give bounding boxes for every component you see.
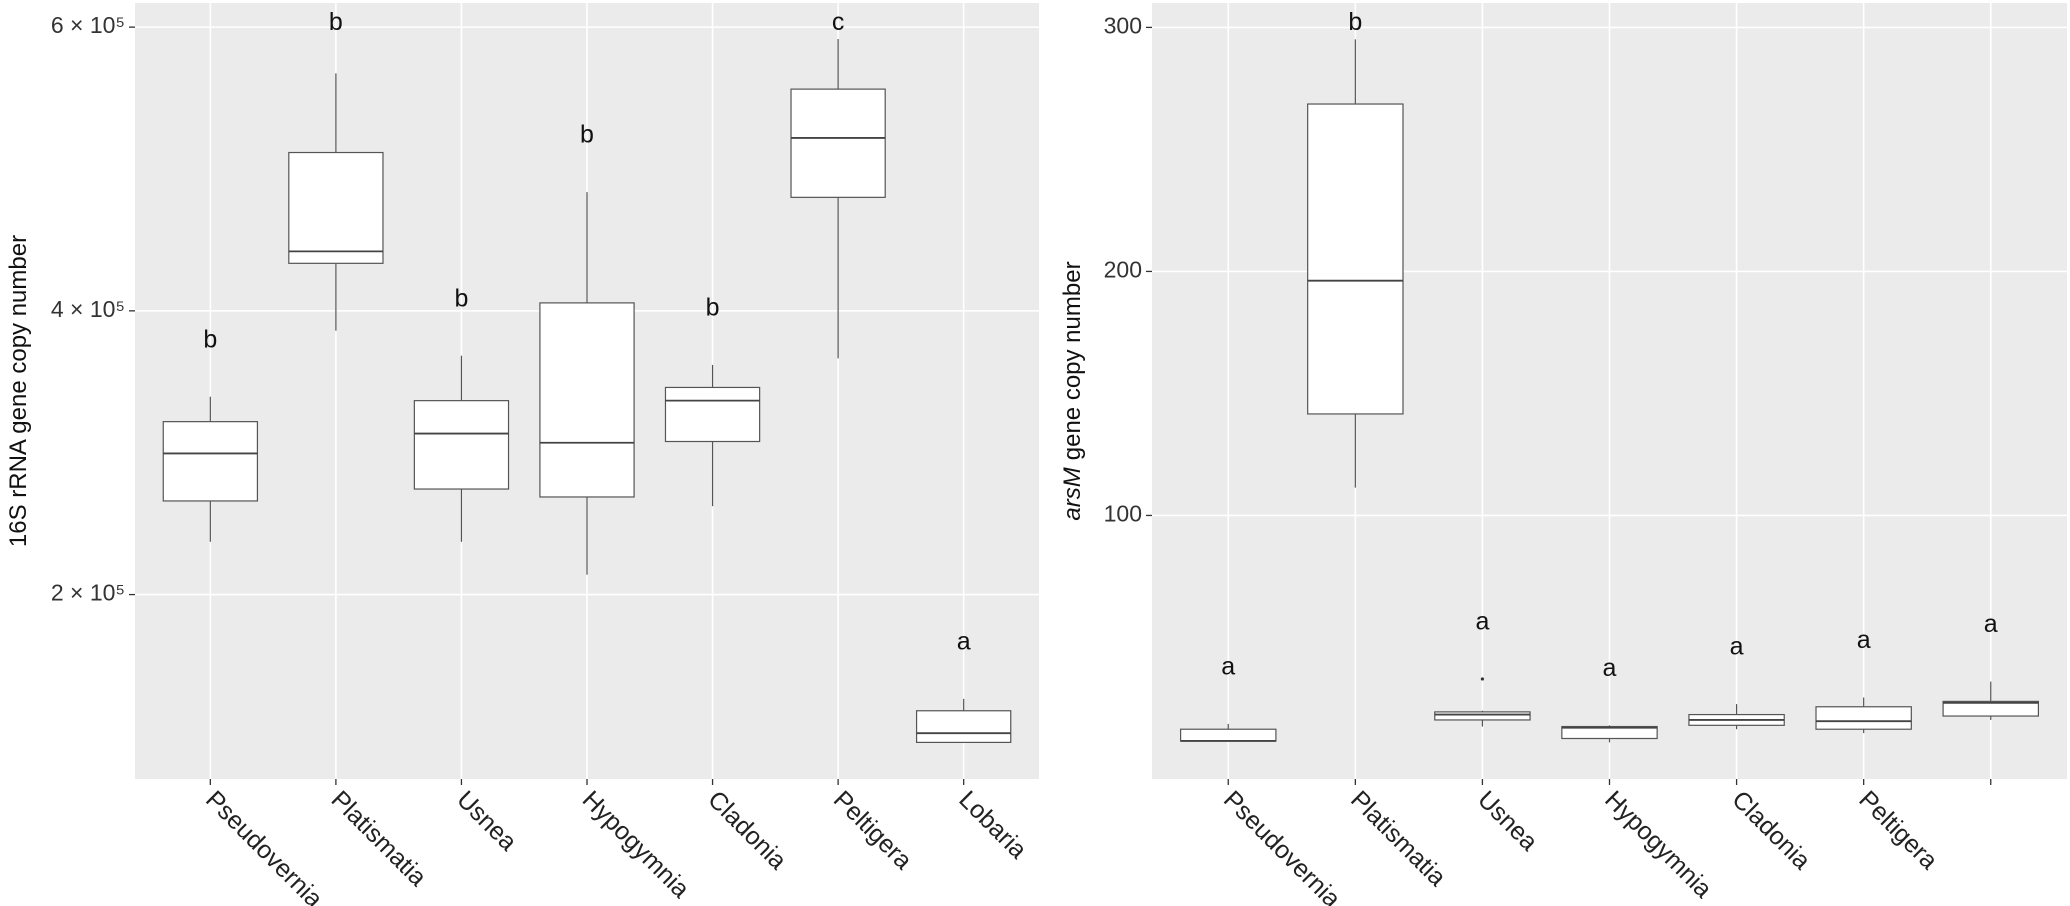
x-tick-label: Usnea: [1472, 785, 1543, 856]
group-letter: a: [1221, 652, 1235, 680]
group-letter: a: [1730, 633, 1744, 661]
box: [1942, 700, 2040, 717]
y-axis-label-italic: arsM: [1059, 467, 1086, 520]
group-letter: a: [1603, 654, 1617, 682]
group-letter: a: [1857, 626, 1871, 654]
box: [1307, 103, 1404, 415]
x-tick-label: Pseudovernia: [1218, 785, 1346, 906]
group-letter: a: [957, 627, 971, 655]
group-letter: c: [832, 8, 845, 36]
box: [664, 386, 761, 443]
y-axis-label: arsM gene copy number: [1059, 261, 1086, 520]
box: [162, 421, 259, 502]
group-letter: b: [203, 325, 217, 353]
y-tick-label: 4 × 10⁵: [51, 296, 125, 322]
x-tick-label: Platismatia: [326, 785, 432, 891]
box: [539, 302, 635, 498]
y-tick-label: 300: [1104, 12, 1142, 38]
box: [790, 88, 886, 198]
y-tick-label: 100: [1104, 501, 1142, 527]
outlier: [1480, 677, 1485, 681]
box: [413, 400, 510, 490]
group-letter: b: [329, 8, 343, 36]
x-tick-label: Hypogymnia: [577, 785, 695, 903]
group-letter: a: [1475, 608, 1489, 636]
group-letter: b: [1348, 8, 1362, 36]
x-tick-label: Pseudovernia: [200, 785, 328, 906]
box: [915, 710, 1012, 743]
x-tick-label: Cladonia: [702, 785, 792, 875]
x-tick-label: Peltigera: [1853, 785, 1943, 875]
group-letter: b: [454, 284, 468, 312]
y-tick-label: 6 × 10⁵: [51, 12, 125, 38]
x-tick-label: Platismatia: [1345, 785, 1451, 891]
box: [288, 151, 384, 264]
box: [1815, 706, 1912, 730]
y-tick-label: 200: [1104, 257, 1142, 283]
group-letter: a: [1984, 610, 1998, 638]
x-tick-label: Cladonia: [1726, 785, 1816, 875]
x-tick-label: Peltigera: [828, 785, 918, 875]
x-tick-label: Lobaria: [953, 785, 1032, 864]
x-tick-label: Hypogymnia: [1599, 785, 1717, 903]
box: [1179, 728, 1277, 742]
y-axis-label: 16S rRNA gene copy number: [5, 235, 32, 547]
x-tick-label: Usnea: [451, 785, 522, 856]
group-letter: b: [706, 293, 720, 321]
box: [1561, 725, 1658, 740]
group-letter: b: [580, 121, 594, 149]
y-axis-label-rest: gene copy number: [1059, 261, 1086, 460]
box: [1434, 711, 1531, 721]
y-tick-label: 2 × 10⁵: [51, 580, 125, 606]
